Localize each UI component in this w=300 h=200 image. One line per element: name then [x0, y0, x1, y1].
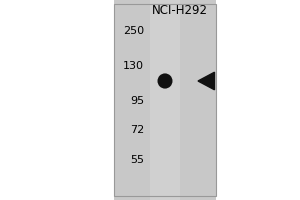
Text: 130: 130: [123, 61, 144, 71]
Ellipse shape: [158, 73, 172, 89]
Text: 250: 250: [123, 26, 144, 36]
Text: NCI-H292: NCI-H292: [152, 4, 208, 18]
Bar: [150, 0, 180, 200]
Text: 95: 95: [130, 96, 144, 106]
Polygon shape: [198, 72, 214, 90]
Text: 72: 72: [130, 125, 144, 135]
Bar: [114, 4, 216, 196]
Text: 55: 55: [130, 155, 144, 165]
Bar: [114, 0, 216, 200]
